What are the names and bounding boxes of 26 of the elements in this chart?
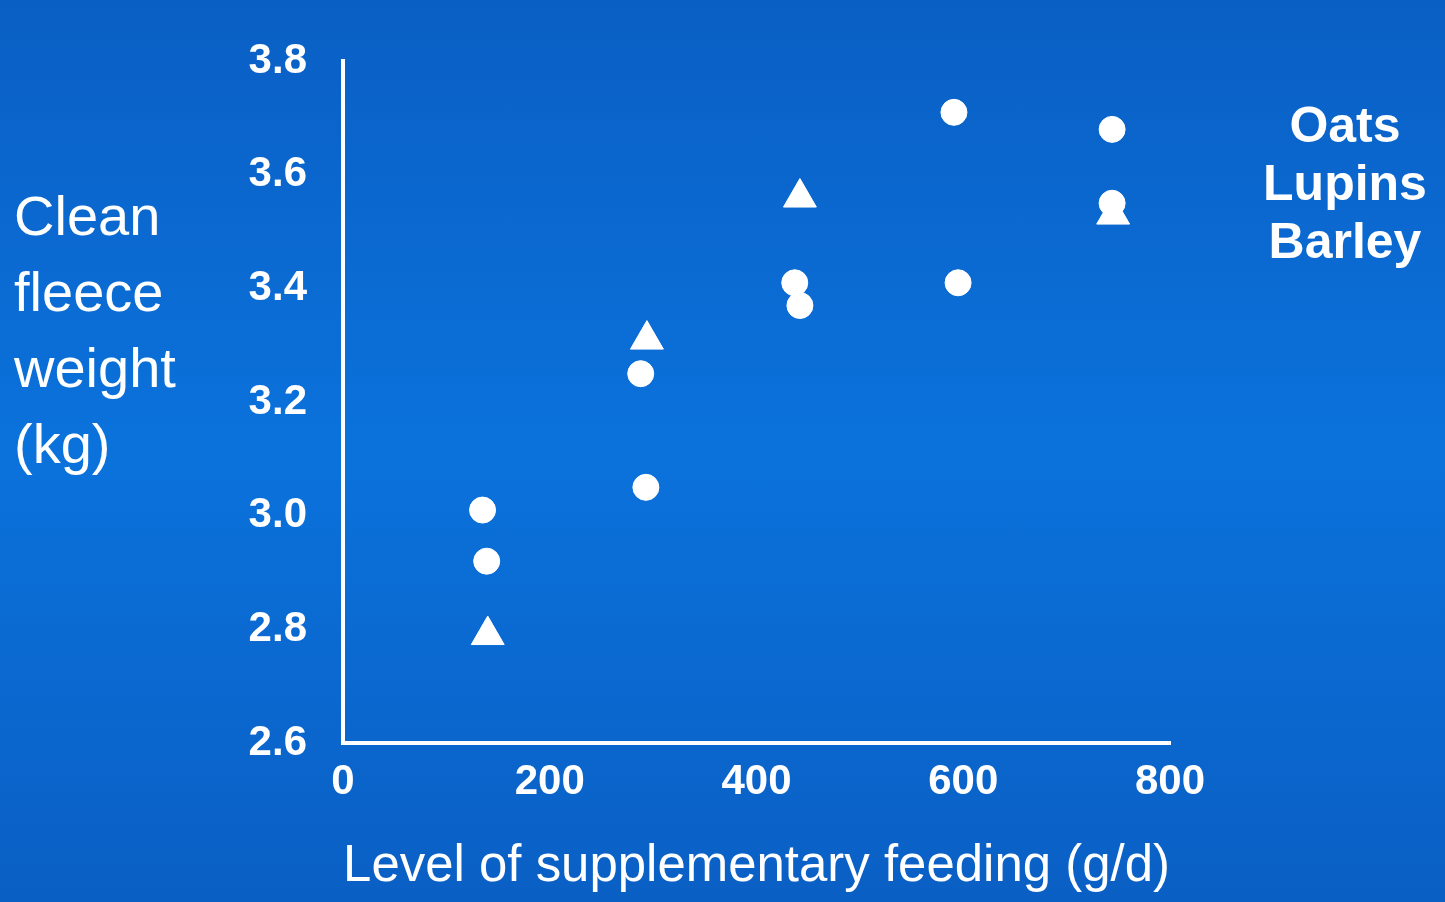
text: Barley (1267, 212, 1423, 270)
point (944, 269, 972, 297)
x-axis-title: Level of supplementary feeding (g/d) (343, 833, 1170, 893)
text: Oats (1288, 96, 1402, 154)
y-tick-label: 2.6 (248, 716, 307, 764)
point (627, 360, 655, 388)
y-axis-title: Clean fleece weight (kg) (14, 183, 177, 477)
point (632, 473, 660, 501)
point (940, 98, 968, 126)
text: Lupins (1262, 154, 1428, 212)
y-tick-label: 3.4 (248, 262, 308, 310)
x-tick-label: 400 (721, 755, 792, 803)
point (786, 292, 814, 320)
point (469, 496, 497, 524)
y-tick-label: 3.0 (248, 489, 307, 537)
y-tick-label: 3.8 (248, 34, 307, 82)
y-tick-label: 3.6 (248, 148, 307, 196)
point (473, 547, 501, 575)
x-tick-label: 0 (331, 755, 355, 803)
y-tick-label: 3.2 (248, 375, 307, 423)
y-tick-label: 2.8 (248, 602, 307, 650)
point (1098, 115, 1126, 143)
x-tick-label: 600 (928, 755, 999, 803)
x-tick-label: 200 (514, 755, 585, 803)
point (781, 269, 809, 297)
x-tick-label: 800 (1134, 755, 1206, 803)
